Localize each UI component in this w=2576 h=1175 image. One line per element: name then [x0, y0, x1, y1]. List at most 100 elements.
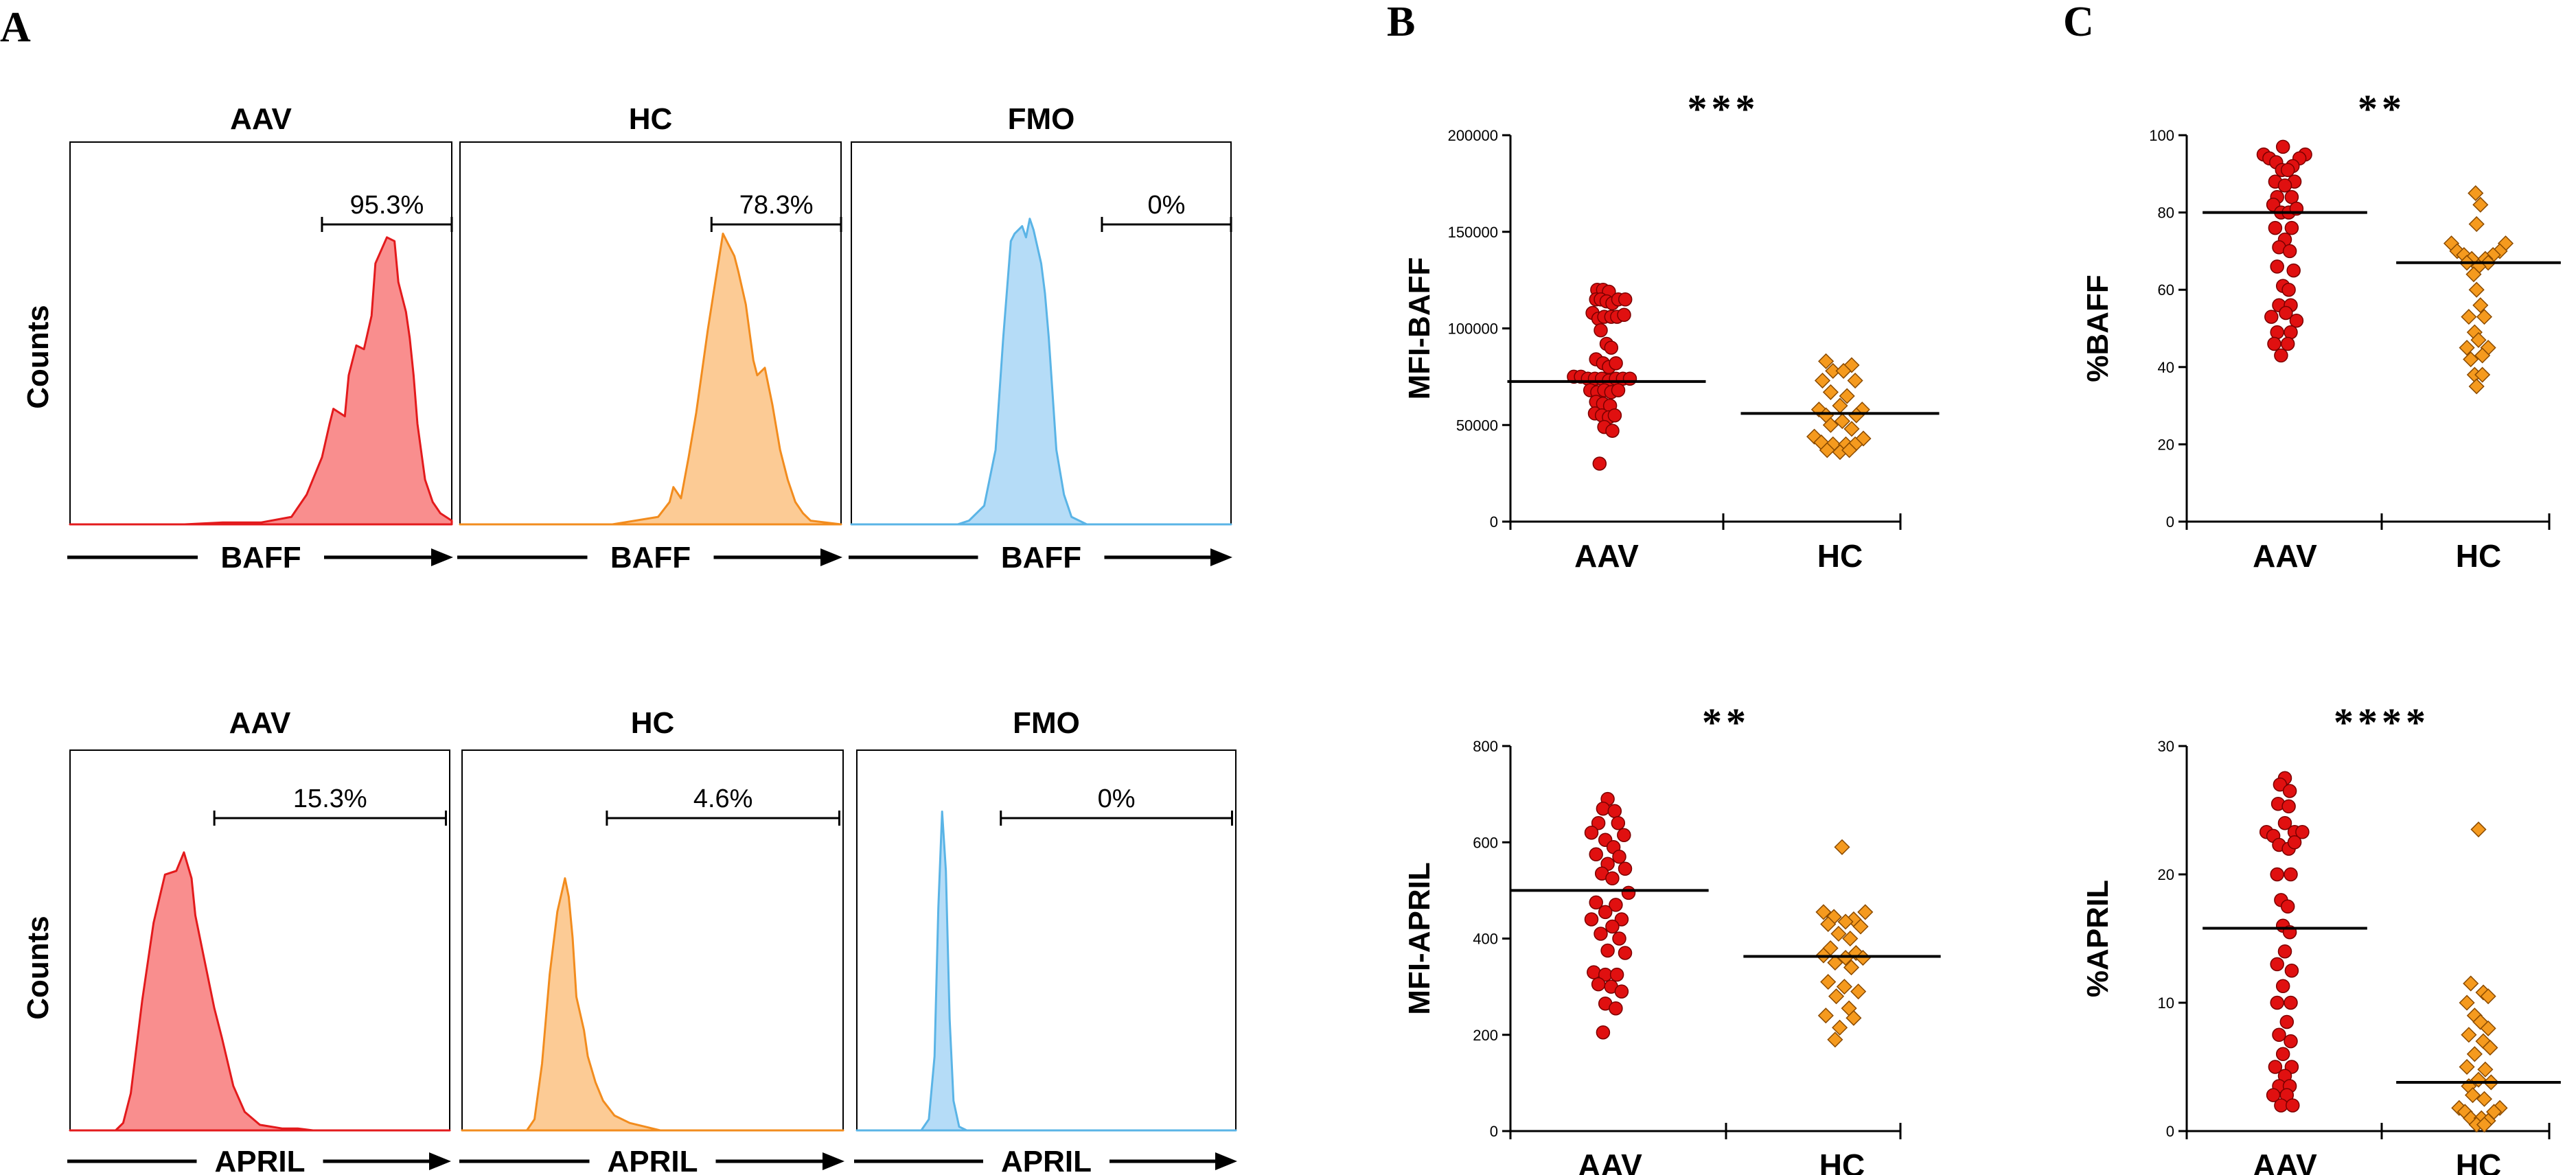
data-point	[1607, 408, 1622, 423]
data-point	[1594, 927, 1608, 941]
series-aav	[2259, 771, 2310, 1113]
y-tick-label: 20	[2158, 866, 2174, 883]
gate-marker	[1000, 811, 1233, 826]
data-point	[1828, 988, 1845, 1005]
y-tick-label: 200000	[1448, 127, 1498, 144]
significance-stars: **	[1702, 700, 1750, 745]
data-point	[1605, 919, 1620, 934]
y-tick-label: 150000	[1448, 224, 1498, 241]
data-point	[2280, 336, 2295, 351]
data-point	[2287, 835, 2302, 850]
y-axis-label: MFI-APRIL	[1403, 862, 1436, 1014]
panel-letter-b: B	[1387, 0, 1415, 45]
histogram-title: HC	[629, 102, 673, 136]
histogram-curve	[850, 218, 1232, 526]
arrow-head-icon	[823, 1152, 844, 1170]
data-point	[1618, 861, 1633, 876]
category-label-hc: HC	[2456, 1148, 2501, 1175]
panel-letter-a: A	[0, 4, 31, 51]
significance-stars: ***	[1688, 86, 1760, 131]
data-point	[2284, 325, 2298, 340]
data-point	[2284, 867, 2298, 882]
data-point	[2268, 1060, 2283, 1074]
y-tick-label: 20	[2158, 436, 2174, 453]
data-point	[1843, 421, 1860, 437]
data-point	[1589, 847, 1603, 862]
data-point	[1596, 1025, 1611, 1040]
arrow-head-icon	[1210, 548, 1232, 566]
data-point	[2480, 988, 2496, 1005]
y-axis-label: %APRIL	[2081, 880, 2115, 997]
y-tick-label: 0	[2166, 513, 2174, 531]
data-point	[2461, 309, 2477, 325]
data-point	[1841, 442, 1858, 458]
gate-marker	[710, 217, 842, 232]
histogram-title: HC	[631, 706, 675, 740]
gate-percentage-label: 78.3%	[739, 191, 814, 220]
series-hc	[1815, 839, 1874, 1048]
data-point	[1589, 895, 1603, 910]
y-tick-label: 30	[2158, 738, 2174, 755]
category-label-aav: AAV	[1578, 1148, 1642, 1175]
histogram-curve	[461, 877, 844, 1132]
series-aav	[1584, 791, 1636, 1040]
data-point	[2277, 944, 2292, 959]
data-point	[1612, 931, 1626, 946]
data-point	[2280, 163, 2295, 177]
data-point	[1607, 804, 1622, 818]
data-point	[1609, 1001, 1623, 1016]
y-tick-label: 100000	[1448, 321, 1498, 338]
histogram-x-label: APRIL	[215, 1145, 306, 1175]
histogram-title: AAV	[229, 706, 291, 740]
histogram-y-label: Counts	[21, 305, 55, 409]
data-point	[1591, 977, 1606, 992]
data-point	[2284, 1034, 2298, 1049]
panel-b-mfi-april-scatter: 0 200 400 600 800 AAV HC MFI-APRIL **	[1403, 700, 1941, 1175]
data-point	[2279, 305, 2293, 321]
gate-percentage-label: 4.6%	[693, 784, 753, 813]
data-point	[1594, 323, 1608, 338]
data-point	[1837, 914, 1854, 930]
data-point	[2468, 281, 2485, 298]
data-point	[2274, 1098, 2288, 1113]
arrow-head-icon	[820, 548, 842, 566]
data-point	[2282, 244, 2297, 259]
gate-marker	[213, 811, 447, 826]
y-tick-label: 0	[2166, 1123, 2174, 1140]
y-tick-label: 600	[1473, 834, 1498, 851]
histogram-x-label: APRIL	[608, 1145, 698, 1175]
data-point	[1609, 356, 1623, 371]
data-point	[2277, 815, 2292, 830]
arrow-head-icon	[431, 548, 453, 566]
gate-percentage-label: 15.3%	[293, 784, 367, 813]
data-point	[1587, 965, 1601, 979]
data-point	[1611, 383, 1626, 397]
histogram-title: AAV	[230, 102, 292, 136]
data-point	[1845, 1010, 1862, 1026]
gate-percentage-label: 0%	[1148, 191, 1186, 220]
histogram-x-label: BAFF	[1001, 541, 1081, 574]
y-axis-label: %BAFF	[2081, 275, 2115, 382]
y-tick-label: 0	[1490, 513, 1498, 531]
data-point	[2472, 297, 2489, 314]
data-point	[2465, 266, 2482, 283]
data-point	[1836, 979, 1852, 995]
data-point	[1857, 904, 1874, 920]
y-axis-label: MFI-BAFF	[1403, 257, 1436, 400]
y-tick-label: 800	[1473, 738, 1498, 755]
data-point	[1850, 984, 1867, 1000]
gate-marker	[1101, 217, 1232, 232]
panel-b-mfi-baff-scatter: 0 50000 100000 150000 200000 AAV HC MFI-BAFF ***	[1403, 86, 1940, 574]
data-point	[1815, 904, 1832, 920]
data-point	[2274, 348, 2288, 363]
data-point	[1827, 954, 1843, 971]
data-point	[2470, 331, 2487, 348]
data-point	[2474, 367, 2491, 383]
data-point	[1600, 943, 1615, 958]
series-hc	[2451, 821, 2508, 1133]
histogram-baff-fmo: FMO 0% BAFF	[849, 102, 1232, 574]
significance-stars: ****	[2334, 700, 2430, 745]
data-point	[1592, 456, 1607, 471]
data-point	[2464, 1087, 2481, 1104]
data-point	[1617, 307, 1631, 323]
